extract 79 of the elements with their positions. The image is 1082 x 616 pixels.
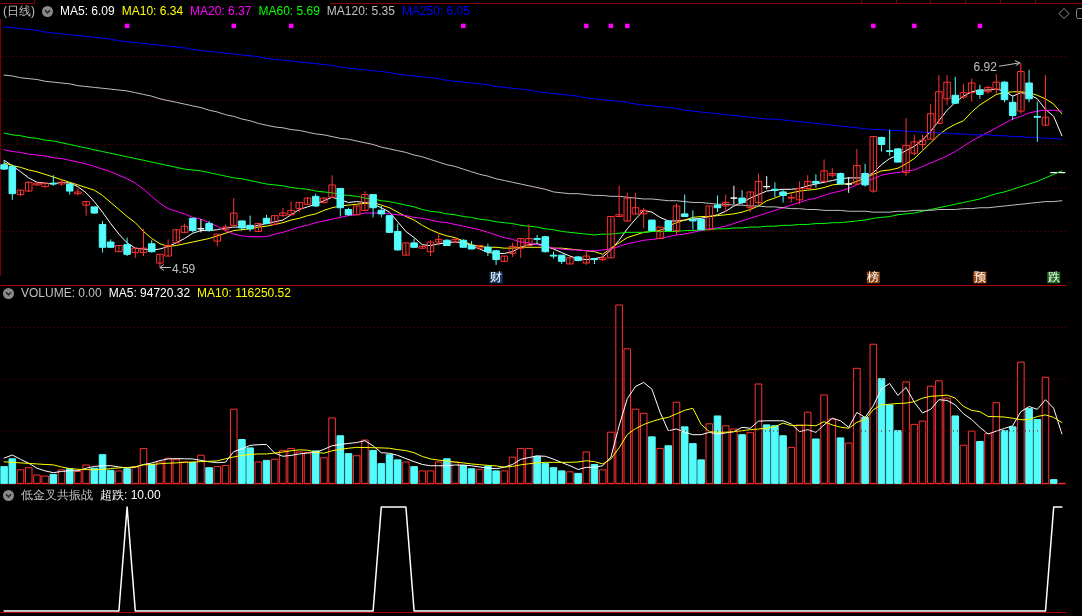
bar xyxy=(451,461,459,485)
bar xyxy=(402,461,410,485)
candlestick xyxy=(1000,80,1009,103)
candlestick xyxy=(1017,62,1025,115)
bar xyxy=(1041,377,1050,485)
annotation: 6.92 xyxy=(973,60,998,75)
chart-title: VOLUME: 0.00 xyxy=(21,286,102,300)
text: MA250: 6.05 xyxy=(401,4,470,18)
text: MA10: 6.34 xyxy=(121,4,184,18)
candlestick xyxy=(779,188,787,203)
bar xyxy=(123,468,131,485)
candlestick xyxy=(730,185,738,205)
text: MA5: 94720.32 xyxy=(108,286,191,300)
candlestick xyxy=(672,202,681,236)
text: MA5: 6.09 xyxy=(60,4,115,18)
bar xyxy=(1049,479,1058,485)
bar xyxy=(205,467,213,485)
bar xyxy=(311,450,320,485)
candlestick xyxy=(656,226,664,239)
candlestick xyxy=(705,205,714,231)
candlestick xyxy=(1033,100,1042,143)
text: MA60: 5.69 xyxy=(258,4,320,18)
candlestick xyxy=(853,148,861,186)
candlestick xyxy=(123,237,131,257)
bar xyxy=(475,469,484,485)
candlestick xyxy=(369,194,377,218)
text: MA120: 5.35 xyxy=(326,4,395,18)
candlestick xyxy=(976,84,984,100)
candlestick xyxy=(1025,69,1033,103)
bar xyxy=(49,474,58,485)
bar xyxy=(648,436,656,485)
bar xyxy=(197,455,205,485)
bar xyxy=(65,468,74,485)
bar xyxy=(812,438,820,485)
candlestick xyxy=(336,187,345,218)
candlestick xyxy=(229,197,238,227)
candlestick xyxy=(566,257,574,265)
bar xyxy=(861,417,869,485)
candlestick xyxy=(738,189,746,205)
bar xyxy=(147,464,156,485)
bar xyxy=(115,470,123,485)
bar xyxy=(574,473,582,485)
bar xyxy=(410,466,418,485)
series-label: 超跌: 10.00 xyxy=(100,488,161,502)
bar xyxy=(254,461,263,485)
candlestick xyxy=(1041,74,1050,127)
bar xyxy=(566,471,574,485)
text: MA10: 116250.52 xyxy=(197,286,291,300)
bar xyxy=(188,462,197,485)
candlestick xyxy=(861,163,869,188)
bar xyxy=(976,441,984,485)
chart-title: (日线) xyxy=(3,4,35,18)
candlestick xyxy=(869,136,878,194)
bar xyxy=(951,415,960,485)
bar xyxy=(713,415,722,485)
bar xyxy=(738,434,746,485)
bar xyxy=(262,460,271,485)
bar xyxy=(672,402,681,485)
candlestick xyxy=(402,242,410,256)
candlestick xyxy=(82,200,90,217)
bar xyxy=(836,437,845,485)
candlestick xyxy=(771,181,779,198)
bar xyxy=(869,344,878,485)
bar xyxy=(705,423,714,485)
bar xyxy=(582,451,591,485)
text: MA20: 6.37 xyxy=(190,4,252,18)
bar xyxy=(443,458,451,485)
chart-title: 低金叉共振战 xyxy=(21,488,93,502)
candlestick xyxy=(812,173,820,189)
candlestick xyxy=(951,76,960,105)
annotation: 4.59 xyxy=(171,261,196,276)
bar xyxy=(664,445,673,485)
candlestick xyxy=(115,245,123,253)
bar xyxy=(1017,361,1025,485)
bar xyxy=(656,448,664,485)
bar xyxy=(57,469,66,485)
candlestick xyxy=(680,194,689,218)
candlestick xyxy=(1008,94,1017,121)
candlestick xyxy=(74,187,82,196)
